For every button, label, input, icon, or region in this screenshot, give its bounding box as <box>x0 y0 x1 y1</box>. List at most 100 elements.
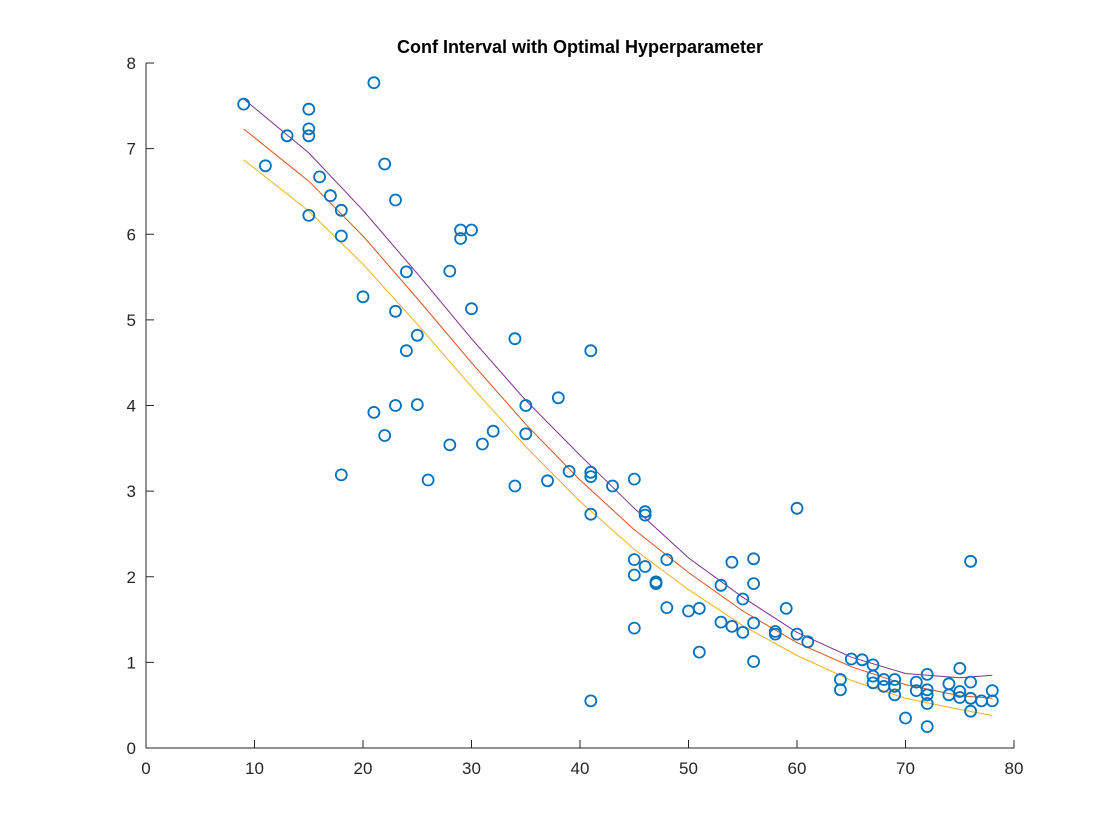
data-point <box>280 129 294 143</box>
data-point <box>920 720 934 733</box>
data-point <box>660 553 674 566</box>
data-point <box>465 302 478 316</box>
data-point <box>334 229 348 243</box>
data-point <box>736 626 750 639</box>
data-point <box>584 344 598 358</box>
data-point <box>627 472 641 486</box>
data-point <box>747 655 760 668</box>
fit-curves <box>243 98 993 716</box>
data-point <box>801 635 815 649</box>
data-point <box>844 652 858 666</box>
data-point <box>768 627 782 641</box>
data-point <box>302 102 316 116</box>
y-tick-label: 1 <box>127 653 136 672</box>
data-point <box>313 170 327 184</box>
data-point <box>302 129 316 143</box>
x-tick-label: 50 <box>679 759 698 778</box>
data-point <box>519 399 533 412</box>
data-point <box>356 290 370 304</box>
data-point <box>258 159 272 173</box>
data-point <box>888 680 902 693</box>
data-point <box>877 680 891 693</box>
data-point <box>584 470 598 484</box>
data-point <box>866 676 880 690</box>
y-tick-label: 5 <box>127 311 136 330</box>
data-point <box>790 501 804 515</box>
data-point <box>920 668 934 681</box>
data-point <box>551 391 565 405</box>
data-point <box>334 468 348 482</box>
data-point <box>508 479 522 493</box>
data-point <box>964 675 977 689</box>
data-point <box>389 399 402 412</box>
y-tick-label: 7 <box>127 140 136 159</box>
data-point <box>627 553 641 566</box>
data-point <box>920 697 934 710</box>
data-point <box>714 578 728 592</box>
data-point <box>985 684 999 697</box>
data-point <box>475 437 489 451</box>
data-point <box>410 328 424 342</box>
data-point <box>302 122 316 136</box>
x-tick-label: 0 <box>141 759 150 778</box>
data-point <box>953 662 967 675</box>
data-point <box>627 621 641 635</box>
data-point <box>747 552 760 566</box>
y-tick-label: 8 <box>127 54 136 73</box>
data-point <box>899 711 912 725</box>
data-point <box>378 157 392 171</box>
data-point <box>909 675 923 689</box>
data-point <box>692 602 706 615</box>
data-point <box>638 560 652 573</box>
y-tick-label: 6 <box>127 225 136 244</box>
y-tick-label: 0 <box>127 739 136 758</box>
data-point <box>953 685 967 698</box>
data-point <box>747 616 760 630</box>
x-tick-label: 70 <box>896 759 915 778</box>
data-point <box>323 189 337 203</box>
data-point <box>779 602 793 615</box>
x-tick-label: 30 <box>462 759 481 778</box>
data-point <box>334 203 348 217</box>
data-point <box>888 673 902 686</box>
data-point <box>942 677 956 691</box>
data-point <box>562 464 576 478</box>
data-point <box>584 694 598 708</box>
data-point <box>399 265 413 279</box>
data-point <box>584 465 598 479</box>
data-point <box>421 473 435 487</box>
data-point <box>725 620 739 633</box>
data-point <box>519 427 533 441</box>
data-point <box>541 474 554 488</box>
data-point <box>660 601 674 614</box>
data-point <box>302 208 316 222</box>
x-tick-label: 40 <box>571 759 590 778</box>
data-points <box>237 76 999 733</box>
y-tick-label: 3 <box>127 482 136 501</box>
data-point <box>855 653 869 667</box>
x-tick-label: 10 <box>245 759 264 778</box>
data-point <box>725 555 739 569</box>
axes: 0 10 20 30 40 50 60 70 80 0 1 2 3 4 5 6 7 8 <box>127 54 1024 778</box>
data-point <box>964 554 977 568</box>
data-point <box>714 615 728 629</box>
data-point <box>508 332 522 346</box>
data-point <box>606 479 619 493</box>
data-point <box>443 438 457 452</box>
data-point <box>237 97 251 111</box>
data-point <box>920 688 934 702</box>
data-point <box>638 508 652 522</box>
data-point <box>378 429 392 442</box>
data-point <box>985 694 999 708</box>
data-point <box>747 577 760 590</box>
data-point <box>964 691 977 705</box>
y-tick-label: 4 <box>127 397 136 416</box>
data-point <box>454 232 468 245</box>
data-point <box>443 264 457 278</box>
data-point <box>410 398 424 412</box>
data-point <box>638 505 652 519</box>
data-point <box>389 193 402 207</box>
data-point <box>692 645 706 659</box>
